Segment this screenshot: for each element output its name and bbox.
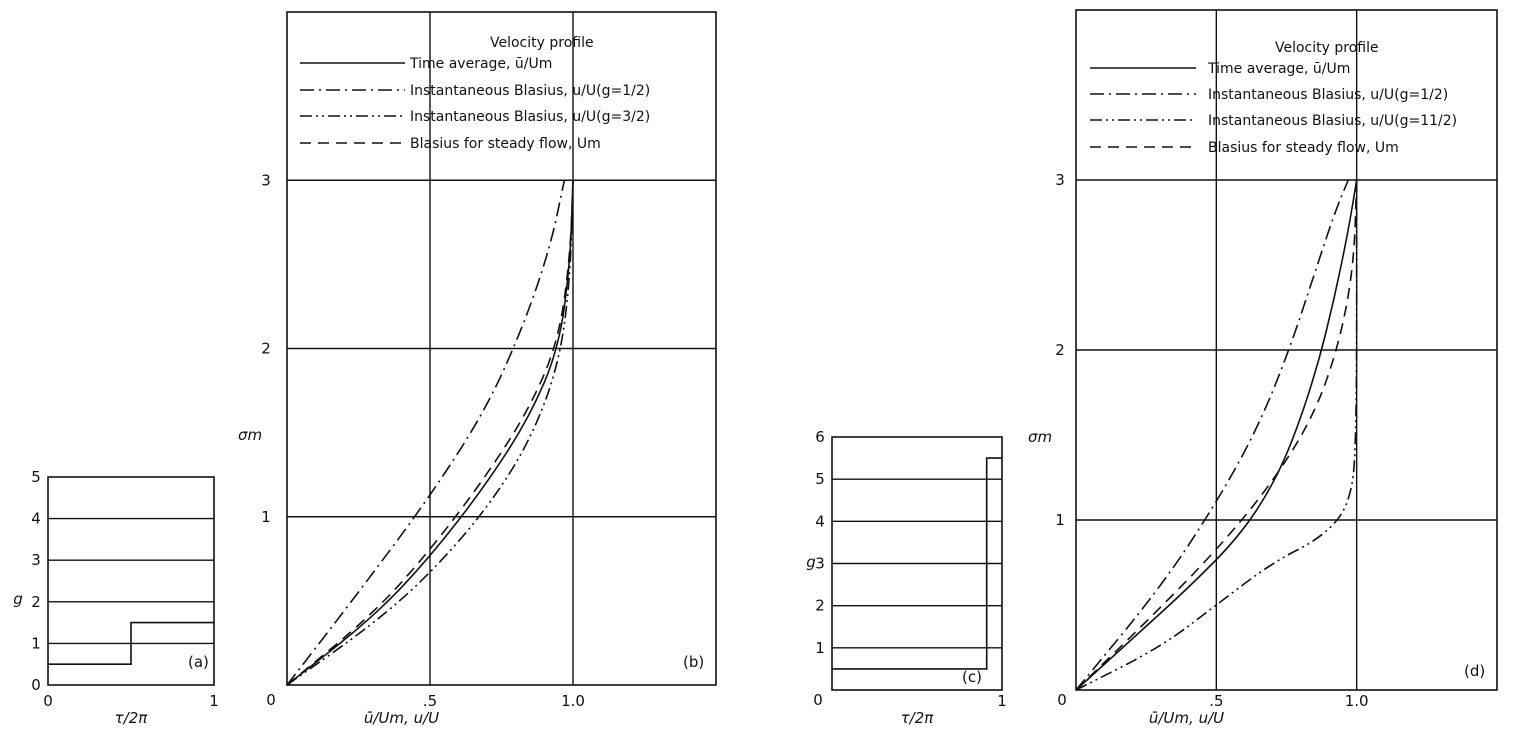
y-tick-label: 1: [1055, 511, 1065, 529]
y-tick-label: 5: [31, 468, 41, 486]
plot-frame: [831, 436, 1003, 691]
y-tick-label: 0: [31, 676, 41, 694]
panel-d: 1 2 3 0 .5 1.0 ū/Um, u/U σm (d) Velocity profile T…: [1028, 9, 1498, 727]
y-tick-label: 1: [261, 508, 271, 526]
y-tick-label: 3: [1055, 171, 1065, 189]
y-tick-label: 6: [815, 428, 825, 446]
legend-label: Instantaneous Blasius, u/U(g=3/2): [410, 109, 650, 125]
plot-frame: [47, 476, 215, 686]
y-tick-label: 3: [261, 171, 271, 189]
y-axis-label: σm: [238, 426, 262, 444]
panel-a: 0 1 2 3 4 5 0 1 τ/2π g (a): [13, 468, 219, 727]
panel-label: (d): [1464, 662, 1485, 680]
series-solid-curve: [286, 180, 574, 686]
x-tick-label: .5: [423, 692, 437, 710]
y-tick-label: 1: [815, 639, 825, 657]
plot-frame: [1075, 9, 1498, 691]
y-tick-label: 2: [1055, 341, 1065, 359]
legend-title: Velocity profile: [1275, 40, 1379, 56]
x-tick-label: 1.0: [561, 692, 585, 710]
y-tick-label: 4: [815, 512, 825, 530]
series-dash-dot-curve: [1075, 179, 1349, 691]
y-tick-label: 2: [815, 597, 825, 615]
series-step-curve: [48, 621, 214, 665]
y-axis-label: g: [806, 553, 816, 571]
panel-label: (a): [188, 653, 209, 671]
y-tick-label: 2: [31, 593, 41, 611]
x-tick-label: 0: [1057, 691, 1067, 709]
x-axis-label: ū/Um, u/U: [364, 709, 439, 727]
panel-label: (c): [962, 668, 982, 686]
series-dashed-curve: [286, 180, 574, 686]
series-dashed-curve: [1075, 179, 1358, 691]
x-axis-label: τ/2π: [901, 709, 935, 727]
legend-label: Blasius for steady flow, Um: [410, 136, 601, 152]
series-dash-dot-dot-curve: [286, 180, 574, 686]
x-tick-label: 0: [43, 692, 53, 710]
legend-label: Blasius for steady flow, Um: [1208, 140, 1399, 156]
y-axis-label: g: [13, 590, 23, 608]
series-step-curve: [832, 457, 1002, 670]
legend: Velocity profile Time average, ū/Um Instan…: [300, 35, 650, 152]
x-tick-label: 0: [266, 691, 276, 709]
x-axis-label: τ/2π: [115, 709, 149, 727]
x-tick-label: 1: [209, 692, 219, 710]
series-dash-dot-dot-curve: [1075, 180, 1358, 691]
panel-c: 1 2 3 4 5 6 0 1 τ/2π g (c): [806, 428, 1007, 727]
x-tick-label: 0: [813, 691, 823, 709]
x-tick-label: .5: [1209, 692, 1223, 710]
legend: Velocity profile Time average, ū/Um Instan…: [1090, 40, 1457, 156]
legend-label: Instantaneous Blasius, u/U(g=1/2): [410, 83, 650, 99]
panel-label: (b): [683, 653, 704, 671]
y-tick-label: 2: [261, 340, 271, 358]
y-tick-label: 1: [31, 634, 41, 652]
series-solid-curve: [1075, 179, 1358, 691]
plot-frame: [286, 11, 717, 686]
panel-b: 1 2 3 0 .5 1.0 ū/Um, u/U σm (b) Velocity profile T…: [238, 11, 717, 727]
legend-title: Velocity profile: [490, 35, 594, 51]
y-tick-label: 5: [815, 470, 825, 488]
y-tick-label: 3: [31, 551, 41, 569]
legend-label: Time average, ū/Um: [1207, 61, 1350, 77]
y-tick-label: 4: [31, 510, 41, 528]
series-dash-dot-curve: [286, 180, 566, 686]
x-axis-label: ū/Um, u/U: [1149, 709, 1224, 727]
y-axis-label: σm: [1028, 428, 1052, 446]
legend-label: Time average, ū/Um: [409, 56, 552, 72]
legend-label: Instantaneous Blasius, u/U(g=11/2): [1208, 113, 1457, 129]
x-tick-label: 1: [997, 692, 1007, 710]
legend-label: Instantaneous Blasius, u/U(g=1/2): [1208, 87, 1448, 103]
y-tick-label: 3: [815, 555, 825, 573]
x-tick-label: 1.0: [1345, 692, 1369, 710]
